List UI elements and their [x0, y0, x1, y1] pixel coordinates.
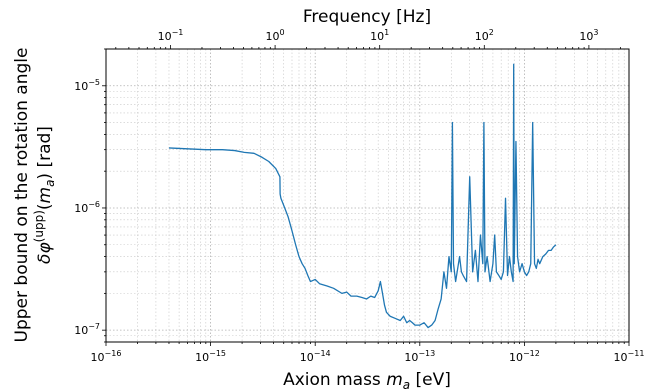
x-tick-label-base: 10: [300, 351, 314, 364]
top-tick-label: 100: [266, 28, 285, 43]
x-tick-label: 10−11: [614, 349, 645, 364]
x-tick-label-base: 10: [404, 351, 418, 364]
x-tick-label: 10−12: [509, 349, 540, 364]
x-title-pre: Axion mass: [283, 370, 386, 389]
x-title-sub: a: [403, 378, 410, 389]
x-tick-label-base: 10: [91, 351, 105, 364]
x-tick-label: 10−13: [404, 349, 435, 364]
y-tick-label-exp: −6: [88, 200, 100, 209]
y-title-pre: δφ: [35, 242, 55, 264]
y-tick-label-exp: −7: [88, 322, 100, 331]
x-tick-label-exp: −14: [314, 349, 331, 358]
x-title-post: [eV]: [410, 370, 451, 389]
top-tick-label-base: 10: [158, 30, 172, 43]
ticks: [102, 45, 630, 346]
y-tick-label: 10−6: [74, 200, 100, 215]
plot-frame: [105, 48, 630, 343]
x-tick-label-base: 10: [614, 351, 628, 364]
y-tick-label-exp: −5: [88, 78, 100, 87]
y-title-sub: a: [43, 180, 57, 187]
top-tick-label-base: 10: [579, 30, 593, 43]
top-tick-label-exp: −1: [172, 28, 184, 37]
y-tick-label-base: 10: [74, 202, 88, 215]
y-title-mid: (: [35, 203, 55, 210]
x-axis-title: Axion mass ma [eV]: [283, 370, 451, 389]
y-title-sup: (upp): [32, 210, 46, 242]
y-axis-title-line1: Upper bound on the rotation angle: [12, 48, 32, 343]
top-tick-label: 10−1: [158, 28, 184, 43]
top-tick-label-exp: 3: [593, 28, 598, 37]
x-tick-label: 10−16: [91, 349, 122, 364]
x-tick-label-exp: −12: [523, 349, 540, 358]
top-axis-title: Frequency [Hz]: [303, 7, 431, 27]
x-tick-label: 10−14: [300, 349, 331, 364]
x-tick-label-exp: −15: [209, 349, 226, 358]
top-tick-label-base: 10: [475, 30, 489, 43]
x-tick-label-base: 10: [195, 351, 209, 364]
x-tick-label: 10−15: [195, 349, 226, 364]
y-axis-title-line2: δφ(upp)(ma) [rad]: [32, 126, 57, 264]
top-tick-label-base: 10: [266, 30, 280, 43]
top-tick-label: 102: [475, 28, 494, 43]
top-tick-label-exp: 0: [280, 28, 285, 37]
y-tick-label-base: 10: [74, 324, 88, 337]
y-tick-label-base: 10: [74, 80, 88, 93]
y-tick-label: 10−7: [74, 322, 100, 337]
x-tick-label-exp: −11: [628, 349, 645, 358]
series-line-0: [168, 63, 557, 329]
top-tick-label-exp: 1: [384, 28, 389, 37]
top-tick-label-base: 10: [370, 30, 384, 43]
top-tick-label: 101: [370, 28, 389, 43]
series-layer: [168, 63, 557, 329]
y-title-post: ) [rad]: [35, 126, 55, 180]
y-tick-label: 10−5: [74, 78, 100, 93]
top-tick-label-exp: 2: [489, 28, 494, 37]
x-title-var: m: [386, 370, 403, 389]
x-tick-label-exp: −13: [418, 349, 435, 358]
top-tick-label: 103: [579, 28, 598, 43]
x-tick-label-exp: −16: [105, 349, 122, 358]
y-title-var: m: [35, 187, 55, 204]
x-tick-label-base: 10: [509, 351, 523, 364]
